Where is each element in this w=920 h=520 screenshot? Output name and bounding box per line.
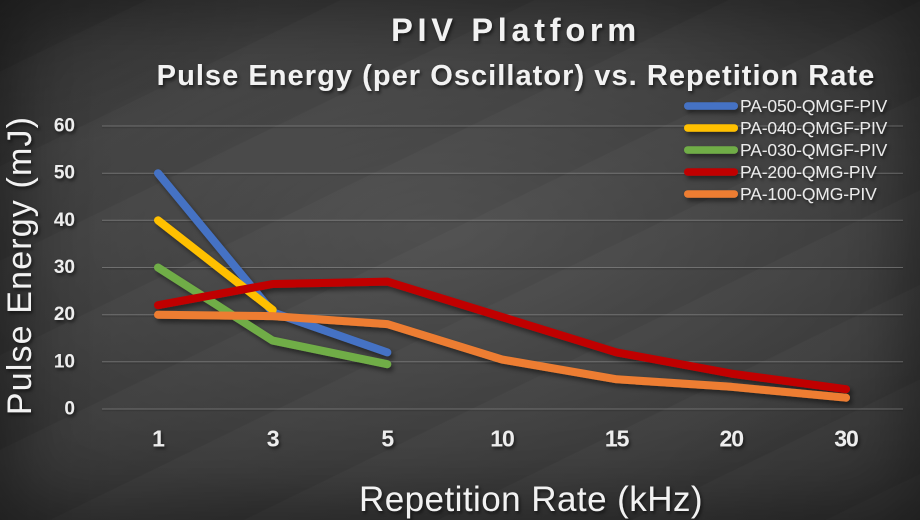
svg-text:50: 50	[54, 163, 75, 184]
svg-text:PA-200-QMG-PIV: PA-200-QMG-PIV	[740, 162, 877, 182]
svg-text:Pulse Energy (mJ): Pulse Energy (mJ)	[1, 116, 39, 415]
svg-text:40: 40	[54, 210, 75, 231]
svg-text:10: 10	[54, 351, 75, 372]
svg-text:PIV Platform: PIV Platform	[391, 12, 641, 48]
svg-text:15: 15	[605, 426, 630, 452]
svg-text:Pulse Energy (per Oscillator): Pulse Energy (per Oscillator) vs. Repeti…	[157, 60, 876, 92]
svg-text:20: 20	[720, 426, 744, 452]
svg-text:60: 60	[54, 116, 75, 137]
svg-text:Repetition Rate (kHz): Repetition Rate (kHz)	[359, 480, 703, 519]
svg-text:1: 1	[152, 426, 165, 452]
svg-text:3: 3	[267, 426, 279, 452]
svg-text:PA-030-QMGF-PIV: PA-030-QMGF-PIV	[740, 140, 888, 160]
svg-text:PA-050-QMGF-PIV: PA-050-QMGF-PIV	[740, 96, 888, 116]
svg-text:0: 0	[64, 399, 75, 420]
svg-text:PA-100-QMG-PIV: PA-100-QMG-PIV	[740, 184, 877, 204]
svg-text:5: 5	[381, 426, 394, 452]
svg-text:20: 20	[54, 304, 75, 325]
svg-text:30: 30	[834, 426, 858, 452]
svg-text:30: 30	[54, 257, 75, 278]
svg-text:PA-040-QMGF-PIV: PA-040-QMGF-PIV	[740, 118, 888, 138]
svg-text:10: 10	[490, 426, 514, 452]
